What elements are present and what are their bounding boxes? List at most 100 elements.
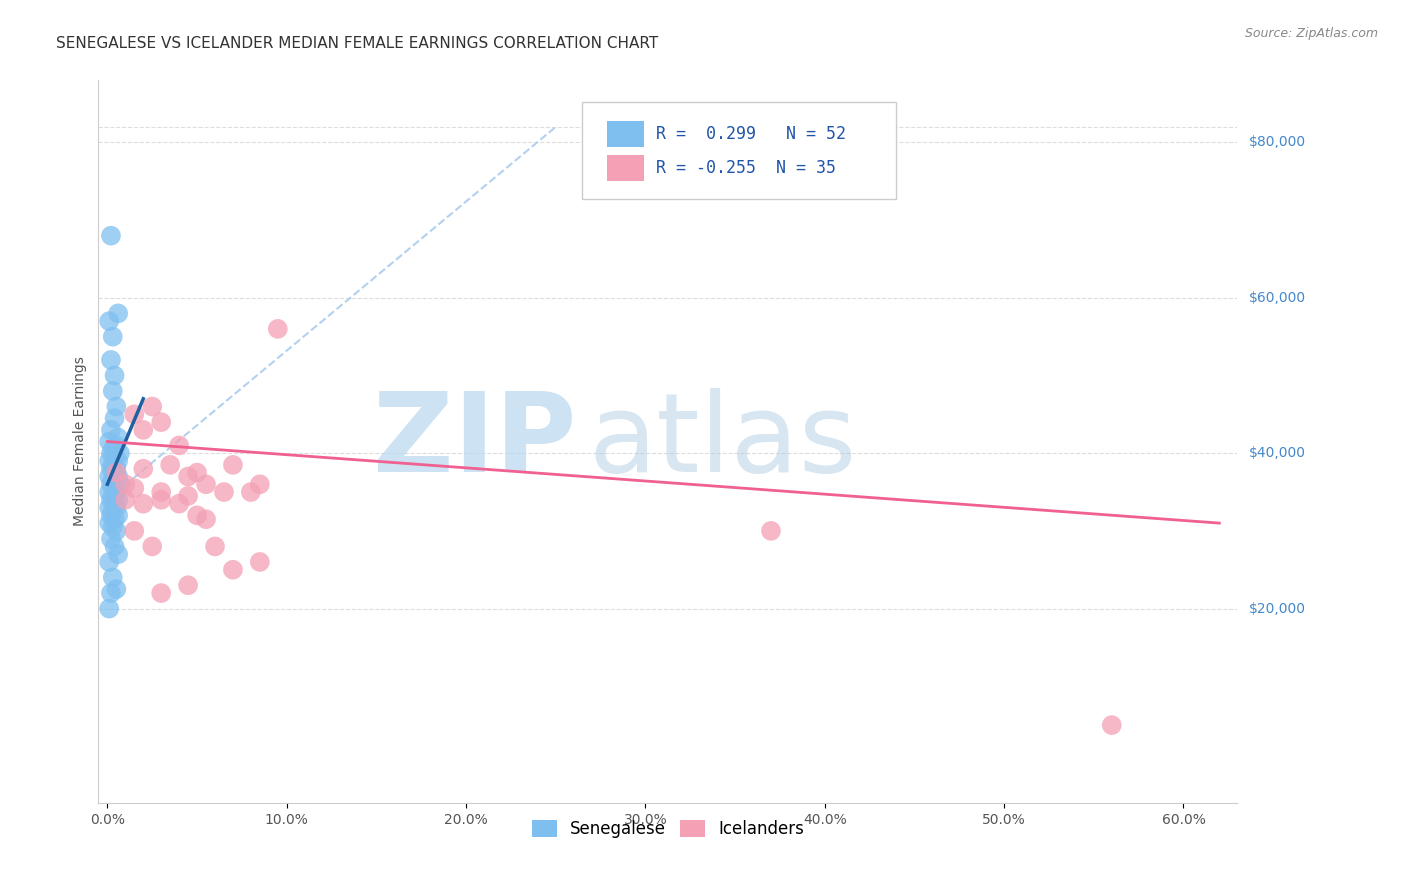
Point (150, 415, 173, 429)
Point (222, 458, 245, 472)
Point (186, 508, 208, 523)
Point (150, 485, 173, 500)
Point (103, 368, 125, 383)
Point (101, 504, 124, 518)
Point (107, 469, 129, 483)
Point (107, 547, 129, 561)
Point (101, 458, 124, 472)
Point (98, 454, 121, 468)
Point (1101, 718, 1123, 732)
Point (114, 492, 136, 507)
Text: $20,000: $20,000 (1249, 601, 1305, 615)
Point (759, 524, 782, 538)
Text: SENEGALESE VS ICELANDER MEDIAN FEMALE EARNINGS CORRELATION CHART: SENEGALESE VS ICELANDER MEDIAN FEMALE EA… (56, 36, 658, 51)
Point (105, 524, 128, 538)
Point (222, 563, 245, 577)
Point (108, 446, 131, 460)
Point (100, 477, 122, 491)
Text: ZIP: ZIP (374, 388, 576, 495)
Point (204, 540, 226, 554)
Point (108, 477, 131, 491)
Point (101, 442, 124, 457)
Point (249, 477, 271, 491)
Text: atlas: atlas (588, 388, 856, 495)
Point (132, 423, 155, 437)
Point (107, 492, 129, 507)
Point (105, 461, 128, 475)
Point (195, 477, 218, 491)
Text: $40,000: $40,000 (1249, 446, 1305, 460)
Point (98, 434, 121, 449)
Point (212, 485, 235, 500)
Point (267, 322, 290, 336)
Point (105, 438, 128, 452)
Point (249, 555, 271, 569)
Point (105, 485, 128, 500)
Point (150, 586, 173, 600)
Point (100, 508, 122, 523)
Point (98, 516, 121, 530)
Point (103, 481, 125, 495)
Point (100, 228, 122, 243)
Point (239, 485, 262, 500)
Point (167, 438, 190, 452)
Text: Source: ZipAtlas.com: Source: ZipAtlas.com (1244, 27, 1378, 40)
Point (107, 454, 129, 468)
Point (101, 329, 124, 343)
Point (98, 314, 121, 328)
Point (159, 458, 181, 472)
Point (103, 512, 125, 526)
Text: R = -0.255  N = 35: R = -0.255 N = 35 (657, 159, 837, 177)
Point (141, 540, 163, 554)
Point (107, 306, 129, 320)
Point (103, 466, 125, 480)
Point (124, 481, 146, 495)
Text: R =  0.299   N = 52: R = 0.299 N = 52 (657, 125, 846, 143)
Point (100, 446, 122, 460)
Point (124, 524, 146, 538)
Point (177, 578, 200, 592)
Point (141, 400, 163, 414)
Y-axis label: Median Female Earnings: Median Female Earnings (73, 357, 87, 526)
Point (107, 508, 129, 523)
FancyBboxPatch shape (582, 102, 896, 200)
Point (105, 500, 128, 515)
Point (103, 497, 125, 511)
Point (177, 489, 200, 503)
Point (101, 489, 124, 503)
Point (132, 461, 155, 475)
Point (177, 469, 200, 483)
Point (103, 411, 125, 425)
Point (98, 601, 121, 615)
Point (105, 466, 128, 480)
Point (114, 477, 136, 491)
FancyBboxPatch shape (607, 120, 644, 147)
Point (167, 497, 190, 511)
Point (98, 500, 121, 515)
Point (124, 408, 146, 422)
Point (101, 520, 124, 534)
Legend: Senegalese, Icelanders: Senegalese, Icelanders (526, 814, 810, 845)
Point (103, 450, 125, 464)
Point (98, 555, 121, 569)
Point (103, 540, 125, 554)
Text: $60,000: $60,000 (1249, 291, 1306, 305)
Point (98, 485, 121, 500)
Point (101, 570, 124, 584)
Point (150, 492, 173, 507)
Text: $80,000: $80,000 (1249, 136, 1306, 150)
Point (100, 461, 122, 475)
Point (105, 400, 128, 414)
Point (100, 423, 122, 437)
Point (100, 353, 122, 368)
Point (132, 497, 155, 511)
Point (101, 474, 124, 488)
Point (98, 469, 121, 483)
Point (100, 492, 122, 507)
Point (195, 512, 218, 526)
Point (105, 582, 128, 596)
Point (101, 384, 124, 398)
Point (100, 586, 122, 600)
Point (107, 431, 129, 445)
FancyBboxPatch shape (607, 154, 644, 181)
